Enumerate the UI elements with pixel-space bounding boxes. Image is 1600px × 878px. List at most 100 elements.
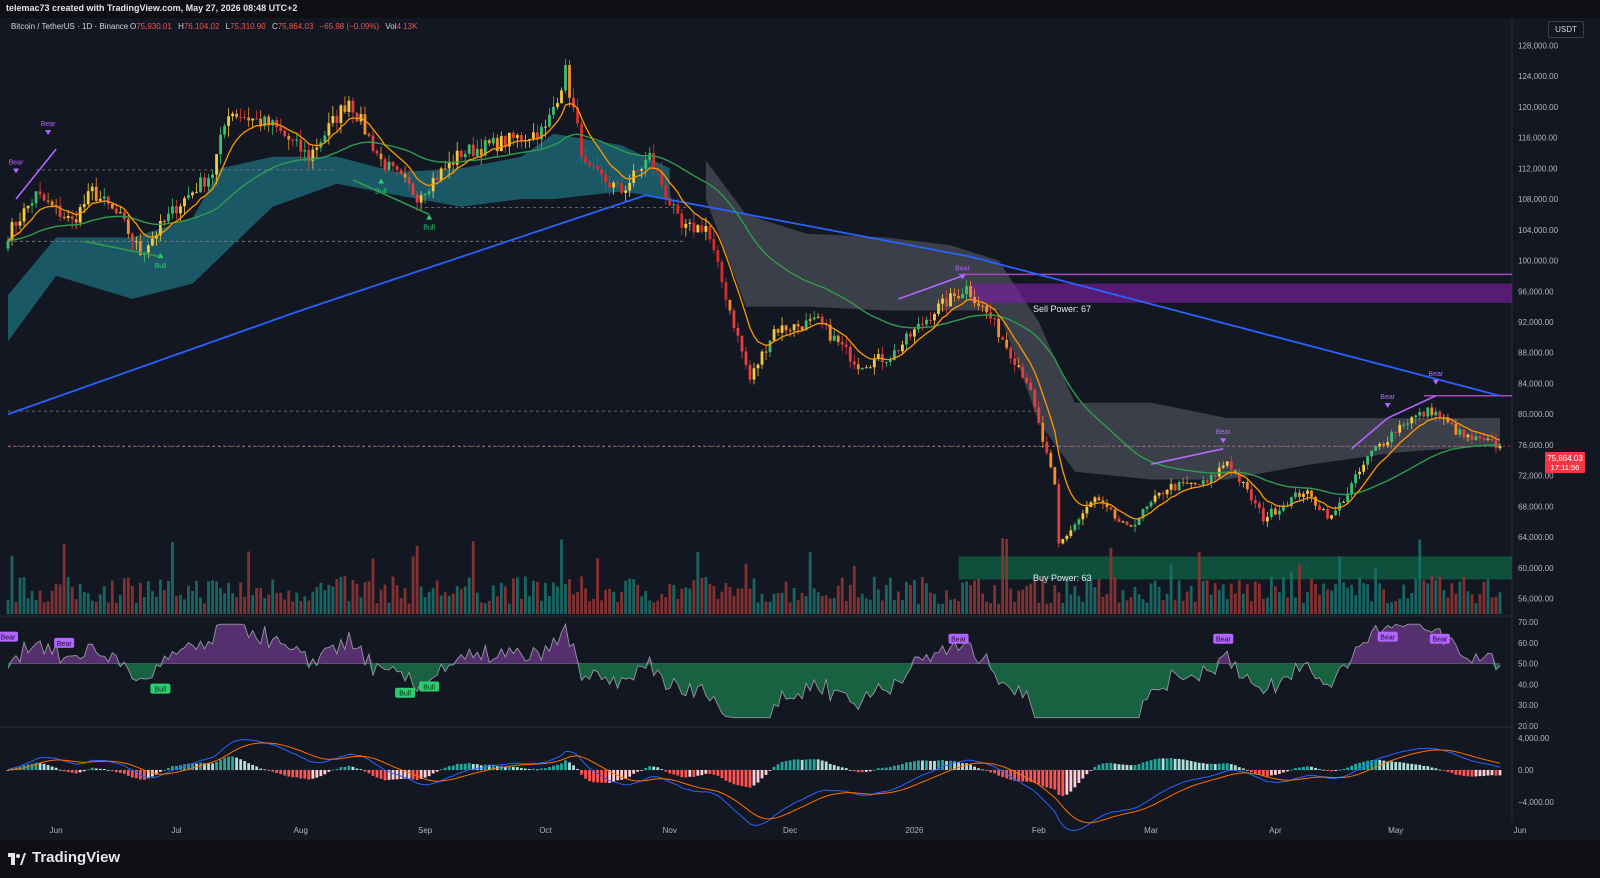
macd-histogram-bar — [700, 770, 704, 776]
macd-histogram-bar — [54, 767, 58, 770]
volume-bar — [552, 582, 555, 614]
volume-bar — [816, 592, 820, 614]
volume-bar — [828, 598, 832, 614]
candle-body — [856, 364, 860, 370]
macd-histogram-bar — [624, 770, 628, 779]
candle-body — [203, 177, 206, 187]
volume-bar — [379, 589, 383, 614]
macd-histogram-bar — [455, 763, 459, 770]
volume-bar — [844, 600, 848, 614]
candle-body — [1133, 524, 1137, 527]
volume-bar — [989, 603, 993, 614]
volume-bar — [1354, 595, 1358, 614]
macd-histogram-bar — [1001, 770, 1005, 778]
candle-body — [965, 286, 968, 295]
macd-histogram-bar — [1057, 770, 1061, 795]
candle-body — [556, 103, 559, 107]
candle-body — [1306, 490, 1309, 494]
macd-histogram-bar — [540, 768, 543, 770]
candle-body — [58, 205, 62, 217]
volume-bar — [499, 582, 503, 614]
volume-bar — [684, 587, 688, 614]
time-tick-label: Dec — [783, 826, 797, 835]
candle-body — [1229, 461, 1233, 470]
candle-body — [82, 204, 86, 208]
macd-histogram-bar — [680, 770, 684, 778]
candle-body — [1161, 492, 1165, 495]
macd-tick-label: 4,000.00 — [1518, 734, 1550, 743]
candle-body — [419, 195, 423, 203]
currency-selector[interactable]: USDT — [1548, 21, 1584, 38]
rsi-bear-badge — [1377, 631, 1398, 642]
macd-histogram-bar — [1390, 761, 1394, 770]
candle-body — [744, 351, 748, 365]
volume-bar — [929, 592, 932, 614]
macd-histogram-bar — [343, 766, 347, 770]
candle-body — [1005, 339, 1009, 348]
candle-body — [1165, 489, 1169, 495]
macd-histogram-bar — [820, 760, 824, 770]
candle-body — [624, 190, 628, 193]
macd-histogram-bar — [407, 770, 411, 779]
candle-body — [207, 178, 210, 187]
divergence-line — [898, 275, 963, 300]
candle-body — [42, 194, 46, 201]
candle-body — [1021, 367, 1025, 378]
candle-body — [544, 126, 547, 128]
volume-bar — [1286, 597, 1289, 614]
volume-bar — [1358, 577, 1362, 614]
candle-body — [1257, 503, 1261, 509]
candle-body — [1358, 471, 1362, 475]
volume-bar — [616, 602, 620, 614]
macd-histogram-bar — [764, 770, 768, 775]
candle-body — [34, 191, 38, 204]
tradingview-logo[interactable]: TradingView — [8, 849, 120, 866]
candle-body — [756, 364, 760, 369]
macd-histogram-bar — [716, 770, 720, 776]
macd-histogram-bar — [1358, 762, 1362, 770]
macd-histogram-bar — [1181, 759, 1185, 770]
macd-histogram-bar — [917, 760, 920, 770]
time-tick-label: Apr — [1269, 826, 1282, 835]
candle-body — [1173, 483, 1177, 491]
macd-histogram-bar — [279, 770, 283, 775]
chart-canvas[interactable]: Bear Bear Bull Bull Bull Bear Bear Bear Bear Bea… — [0, 0, 1600, 840]
candlestick-series — [6, 59, 1502, 548]
macd-histogram-bar — [788, 760, 792, 770]
power-zones — [8, 169, 1512, 580]
candle-body — [620, 183, 624, 193]
candle-body — [66, 216, 70, 218]
candle-body — [315, 147, 319, 150]
symbol-header: Bitcoin / TetherUS · 1D · Binance O75,93… — [11, 22, 418, 31]
volume-bar — [255, 587, 259, 614]
macd-histogram-bar — [985, 770, 989, 771]
candle-body — [696, 225, 700, 233]
volume-bar — [969, 585, 972, 614]
volume-bar — [1362, 583, 1366, 614]
volume-bar — [431, 588, 435, 614]
macd-histogram-bar — [905, 762, 908, 770]
macd-histogram-bar — [796, 759, 800, 770]
candle-body — [491, 137, 495, 144]
candle-body — [78, 207, 82, 223]
candle-body — [716, 250, 720, 262]
macd-histogram-bar — [544, 768, 547, 770]
volume-bar — [98, 594, 102, 614]
macd-histogram-bar — [399, 770, 403, 780]
volume-bar — [1326, 589, 1329, 614]
candle-body — [1237, 472, 1241, 483]
volume-bar — [864, 598, 868, 614]
macd-histogram-bar — [1217, 763, 1221, 770]
macd-histogram-bar — [1350, 765, 1354, 770]
volume-bar — [1306, 592, 1309, 614]
volume-bar — [287, 590, 291, 614]
macd-histogram-bar — [1286, 770, 1289, 772]
volume-bar — [387, 602, 391, 614]
volume-bar — [1161, 600, 1165, 614]
candle-body — [1494, 440, 1498, 449]
candle-body — [977, 303, 981, 306]
macd-histogram-bar — [1386, 761, 1390, 770]
macd-histogram-bar — [692, 770, 696, 777]
time-tick-label: Nov — [663, 826, 677, 835]
volume-bar — [1245, 584, 1249, 614]
